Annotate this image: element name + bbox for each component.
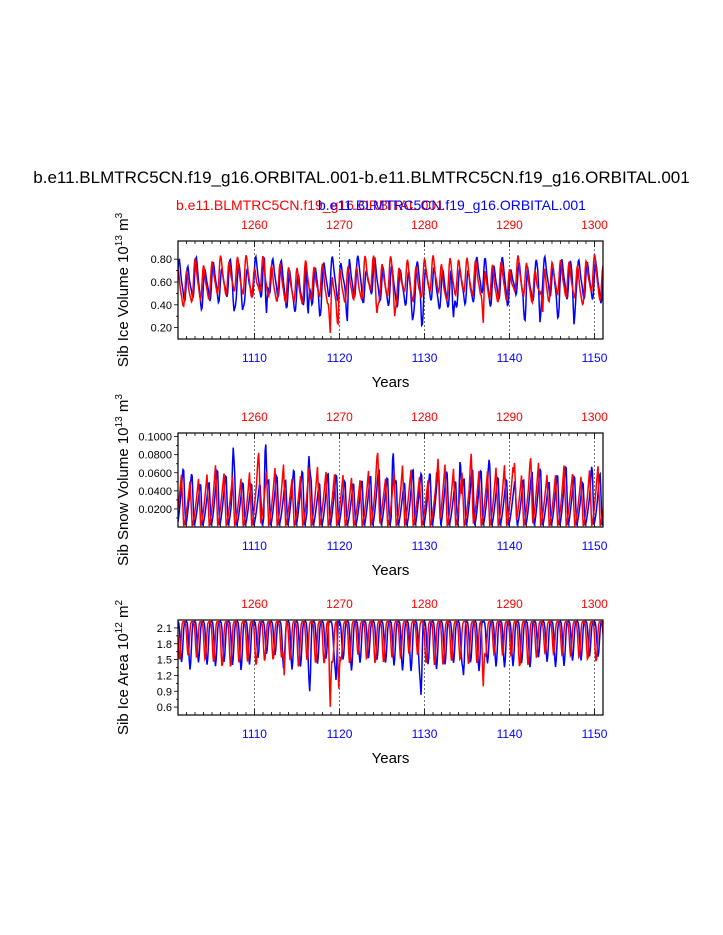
y-tick-label: 0.1000 [138, 432, 172, 444]
x-tick-label-bottom: 1120 [327, 351, 353, 365]
y-axis-title-part: m [115, 606, 132, 623]
x-tick-label-bottom: 1120 [327, 727, 353, 741]
x-tick-label-bottom: 1150 [582, 351, 608, 365]
y-tick-label: 1.5 [157, 655, 172, 667]
x-tick-label-top: 1270 [326, 218, 353, 232]
y-axis-title-exponent: 3 [114, 212, 125, 218]
x-tick-label-top: 1270 [326, 597, 353, 611]
plot-frame [177, 432, 604, 528]
x-tick-label-top: 1270 [326, 410, 353, 424]
legend-label-blue-series: b.e11.BLMTRC5CN.f19_g16.ORBITAL.001 [318, 197, 586, 213]
y-axis-title-part: Sib Snow Volume 10 [115, 427, 132, 565]
x-tick-label-bottom: 1140 [497, 539, 523, 553]
x-tick-label-bottom: 1120 [327, 539, 353, 553]
y-axis-title-exponent: 3 [114, 394, 125, 400]
x-tick-label-bottom: 1130 [412, 727, 438, 741]
x-tick-label-bottom: 1110 [242, 727, 267, 741]
x-tick-label-top: 1280 [411, 410, 438, 424]
y-axis-title-text: Sib Ice Area 1012 m2 [114, 600, 132, 736]
y-axis-title: Sib Ice Area 1012 m2 [114, 600, 132, 736]
y-tick-label: 0.80 [151, 254, 172, 266]
y-axis-title-exponent: 13 [114, 416, 125, 428]
legend-label-red-series: b.e11.BLMTRC5CN.f19_g16.ORBITAL.001 [176, 197, 444, 213]
y-tick-label: 0.0400 [138, 486, 172, 498]
y-axis-title-part: Sib Ice Volume 10 [115, 246, 132, 367]
y-tick-label: 0.60 [151, 277, 172, 289]
series-line-red [178, 452, 603, 527]
x-tick-label-bottom: 1130 [412, 351, 438, 365]
x-tick-label-bottom: 1140 [497, 351, 523, 365]
x-tick-label-top: 1280 [411, 218, 438, 232]
x-tick-label-bottom: 1110 [242, 539, 267, 553]
series-line-red [178, 620, 603, 707]
plot-frame [177, 240, 604, 340]
x-tick-label-bottom: 1110 [242, 351, 267, 365]
y-tick-label: 2.1 [157, 623, 172, 635]
x-tick-label-top: 1280 [411, 597, 438, 611]
y-axis-title-part: m [115, 218, 132, 235]
y-tick-label: 0.20 [151, 323, 172, 335]
x-tick-label-top: 1290 [496, 410, 523, 424]
x-tick-label-bottom: 1150 [582, 539, 608, 553]
x-axis-title: Years [372, 374, 410, 391]
x-tick-label-top: 1260 [241, 410, 268, 424]
figure-title: b.e11.BLMTRC5CN.f19_g16.ORBITAL.001-b.e1… [33, 168, 690, 187]
x-tick-label-top: 1290 [496, 218, 523, 232]
x-tick-label-bottom: 1130 [412, 539, 438, 553]
y-tick-label: 0.0800 [138, 450, 172, 462]
series-line-red [178, 254, 603, 333]
x-tick-label-bottom: 1150 [582, 727, 608, 741]
y-axis-title-exponent: 13 [114, 235, 125, 247]
y-axis-title-part: Sib Ice Area 10 [115, 633, 132, 735]
x-axis-title: Years [372, 562, 410, 579]
x-tick-label-top: 1260 [241, 218, 268, 232]
y-axis-title-text: Sib Ice Volume 1013 m3 [114, 212, 132, 367]
x-tick-label-bottom: 1140 [497, 727, 523, 741]
y-tick-label: 0.6 [157, 702, 172, 714]
x-tick-label-top: 1300 [581, 218, 608, 232]
y-axis-title-exponent: 2 [114, 600, 125, 606]
x-tick-label-top: 1260 [241, 597, 268, 611]
series-line-blue [178, 444, 603, 526]
y-axis-title-exponent: 12 [114, 622, 125, 634]
y-axis-title-part: m [115, 400, 132, 417]
y-axis-title: Sib Snow Volume 1013 m3 [114, 394, 132, 566]
y-axis-title: Sib Ice Volume 1013 m3 [114, 212, 132, 367]
x-tick-label-top: 1300 [581, 410, 608, 424]
y-tick-label: 1.2 [157, 670, 172, 682]
x-axis-title: Years [372, 750, 410, 767]
x-tick-label-top: 1300 [581, 597, 608, 611]
y-tick-label: 0.0600 [138, 468, 172, 480]
y-tick-label: 1.8 [157, 639, 172, 651]
plot-frame [177, 619, 604, 716]
y-tick-label: 0.9 [157, 686, 172, 698]
y-tick-label: 0.0200 [138, 504, 172, 516]
y-tick-label: 0.40 [151, 300, 172, 312]
y-axis-title-text: Sib Snow Volume 1013 m3 [114, 394, 132, 566]
x-tick-label-top: 1290 [496, 597, 523, 611]
